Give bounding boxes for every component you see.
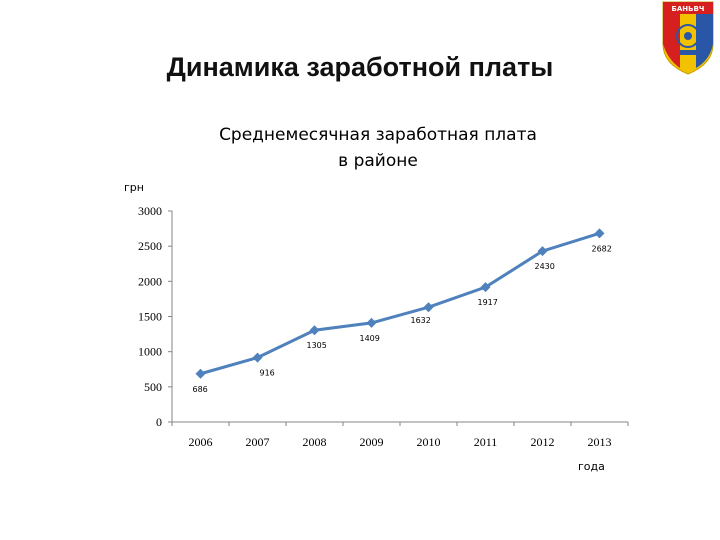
data-label: 2682 (592, 244, 612, 253)
x-tick-label: 2010 (417, 435, 441, 449)
district-coat-of-arms-icon: БАНЬВЧ (662, 1, 714, 75)
logo-text: БАНЬВЧ (672, 5, 705, 13)
x-tick-label: 2012 (531, 435, 555, 449)
x-axis-label: года (578, 460, 605, 473)
data-label: 2430 (535, 262, 555, 271)
data-label: 686 (193, 385, 208, 394)
data-point-marker (480, 282, 491, 293)
slide-title: Динамика заработной платы (166, 52, 554, 82)
chart-title-line-2: в районе (338, 151, 418, 171)
data-point-marker (366, 317, 377, 328)
y-axis-label: грн (124, 181, 144, 194)
chart-title-line-1: Среднемесячная заработная плата (219, 125, 537, 145)
data-label: 1632 (411, 316, 431, 325)
y-tick-label: 1000 (138, 345, 162, 359)
series-line (200, 231, 600, 376)
y-tick-label: 1500 (138, 310, 162, 324)
data-point-marker (252, 352, 263, 363)
y-tick-label: 2000 (138, 274, 162, 288)
x-tick-label: 2006 (189, 435, 213, 449)
x-tick-label: 2007 (246, 435, 270, 449)
data-point-marker (195, 368, 206, 379)
data-label: 1409 (360, 334, 380, 343)
y-tick-label: 500 (144, 380, 162, 394)
data-point-marker (594, 228, 605, 239)
data-label: 916 (260, 369, 275, 378)
data-label: 1917 (478, 298, 498, 307)
y-tick-label: 0 (156, 415, 162, 429)
data-point-marker (423, 302, 434, 313)
data-label: 1305 (307, 341, 327, 350)
x-tick-label: 2011 (474, 435, 498, 449)
data-point-marker (309, 325, 320, 336)
y-tick-label: 3000 (138, 204, 162, 218)
x-tick-label: 2008 (303, 435, 327, 449)
x-tick-label: 2013 (588, 435, 612, 449)
x-tick-label: 2009 (360, 435, 384, 449)
y-tick-label: 2500 (138, 239, 162, 253)
data-point-marker (537, 246, 548, 257)
